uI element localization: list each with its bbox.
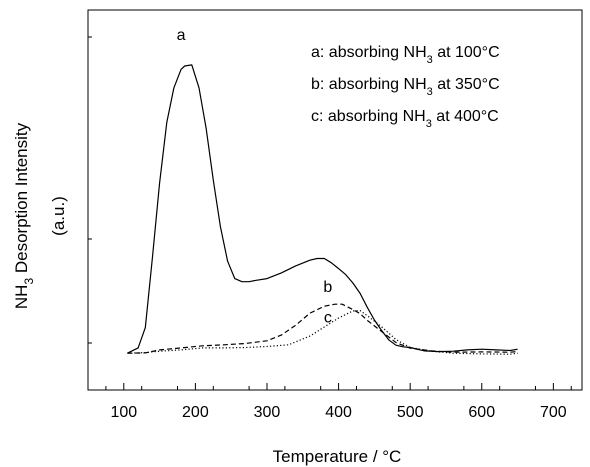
x-axis-label: Temperature / °C xyxy=(273,447,402,466)
curve-label-a: a xyxy=(177,27,186,44)
x-tick-label: 400 xyxy=(325,404,352,421)
series-layer xyxy=(127,64,518,355)
x-tick-label: 500 xyxy=(397,404,424,421)
x-tick-label: 200 xyxy=(182,404,209,421)
curve-label-b: b xyxy=(323,279,332,296)
legend-entry: c: absorbing NH3 at 400°C xyxy=(311,108,499,130)
curve-label-c: c xyxy=(324,309,332,326)
y-axis-label: NH3 Desorption Intensity xyxy=(12,122,36,309)
x-tick-label: 600 xyxy=(468,404,495,421)
annotation-layer: a bc xyxy=(177,27,333,326)
series-line-b xyxy=(127,303,518,354)
legend-entry: b: absorbing NH3 at 350°C xyxy=(311,76,500,98)
legend: a: absorbing NH3 at 100°C b: absorbing NH… xyxy=(311,44,500,130)
series-line-a xyxy=(127,64,518,354)
plot-frame xyxy=(87,9,583,391)
series-line-c xyxy=(127,310,518,355)
x-axis-ticks: 100 200 300 400 500 600 700 xyxy=(88,36,572,421)
x-tick-label: 700 xyxy=(540,404,567,421)
y-axis-unit: (a.u.) xyxy=(49,196,68,236)
legend-entry: a: absorbing NH3 at 100°C xyxy=(311,44,500,66)
y-axis-label-group: NH3 Desorption Intensity xyxy=(12,122,36,309)
x-tick-label: 100 xyxy=(110,404,137,421)
x-tick-label: 300 xyxy=(254,404,281,421)
